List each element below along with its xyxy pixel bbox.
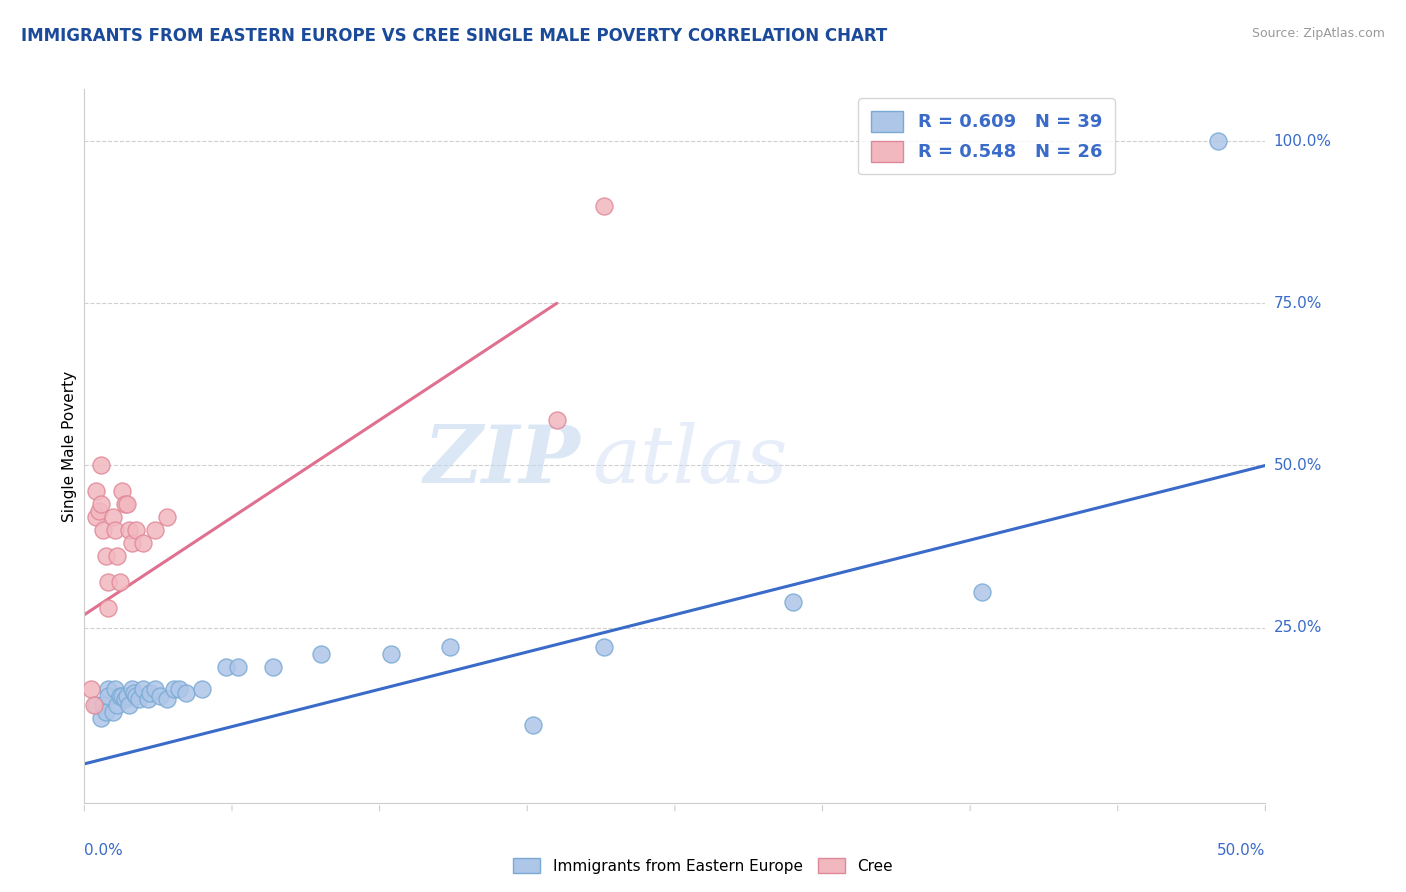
Point (115, 497, 138, 511)
Point (122, 685, 145, 699)
Legend: R = 0.609   N = 39, R = 0.548   N = 26: R = 0.609 N = 39, R = 0.548 N = 26 (858, 98, 1115, 174)
Point (94, 549, 117, 564)
Point (156, 692, 179, 706)
Text: ZIP: ZIP (423, 422, 581, 499)
Point (107, 549, 129, 564)
Point (121, 682, 143, 697)
Text: atlas: atlas (592, 422, 787, 499)
Point (226, 659, 249, 673)
Point (143, 682, 166, 697)
Point (149, 689, 172, 703)
Point (94, 705, 117, 719)
Point (83, 698, 105, 713)
Point (174, 685, 197, 699)
Point (101, 510, 124, 524)
Point (136, 692, 159, 706)
Point (970, 585, 993, 599)
Point (87, 504, 110, 518)
Point (118, 524, 141, 538)
Point (84, 510, 107, 524)
Point (115, 689, 138, 703)
Point (546, 413, 568, 427)
Point (91, 524, 114, 538)
Point (114, 692, 136, 706)
Point (128, 692, 150, 706)
Point (90, 711, 112, 725)
Text: 100.0%: 100.0% (1274, 134, 1331, 149)
Point (91, 698, 114, 713)
Point (118, 698, 141, 713)
Point (262, 659, 284, 673)
Point (111, 484, 134, 499)
Point (121, 536, 143, 550)
Text: 25.0%: 25.0% (1274, 620, 1322, 635)
Text: 50.0%: 50.0% (1274, 458, 1322, 473)
Point (593, 640, 616, 654)
Point (132, 682, 155, 697)
Point (1206, 134, 1229, 148)
Text: 75.0%: 75.0% (1274, 296, 1322, 310)
Text: IMMIGRANTS FROM EASTERN EUROPE VS CREE SINGLE MALE POVERTY CORRELATION CHART: IMMIGRANTS FROM EASTERN EUROPE VS CREE S… (21, 27, 887, 45)
Point (84, 698, 107, 713)
Point (139, 685, 162, 699)
Point (439, 640, 461, 654)
Point (114, 497, 136, 511)
Point (132, 536, 155, 550)
Point (84, 484, 107, 499)
Text: 50.0%: 50.0% (1218, 843, 1265, 858)
Text: Source: ZipAtlas.com: Source: ZipAtlas.com (1251, 27, 1385, 40)
Point (380, 647, 402, 661)
Point (125, 689, 148, 703)
Point (104, 524, 127, 538)
Point (522, 718, 544, 732)
Point (101, 705, 124, 719)
Point (107, 698, 129, 713)
Point (125, 524, 148, 538)
Point (90, 497, 112, 511)
Point (111, 689, 134, 703)
Text: 0.0%: 0.0% (84, 843, 124, 858)
Legend: Immigrants from Eastern Europe, Cree: Immigrants from Eastern Europe, Cree (506, 852, 900, 880)
Point (108, 689, 131, 703)
Point (309, 647, 332, 661)
Point (80, 682, 103, 697)
Point (156, 510, 179, 524)
Point (97, 601, 120, 615)
Point (782, 595, 804, 609)
Point (104, 682, 127, 697)
Point (97, 689, 120, 703)
Point (108, 575, 131, 590)
Point (97, 682, 120, 697)
Y-axis label: Single Male Poverty: Single Male Poverty (62, 370, 77, 522)
Point (215, 659, 238, 673)
Point (90, 458, 112, 473)
Point (97, 575, 120, 590)
Point (143, 524, 166, 538)
Point (593, 199, 616, 213)
Point (167, 682, 190, 697)
Point (191, 682, 214, 697)
Point (163, 682, 186, 697)
